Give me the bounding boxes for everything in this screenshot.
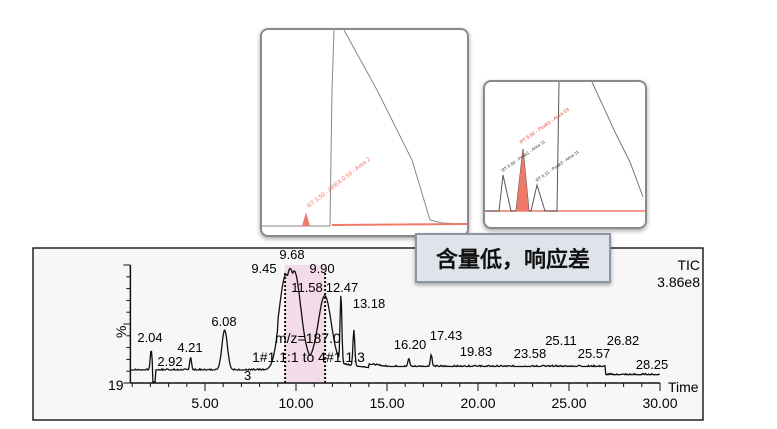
mz-annotation: m/z=187.0	[275, 330, 341, 346]
peak-label: 16.20	[394, 337, 427, 352]
peak-label: 2.92	[157, 354, 182, 369]
peak-label: 2.04	[137, 330, 162, 345]
peak-label: 12.47	[326, 280, 359, 295]
peak-label: 6.08	[211, 314, 236, 329]
peak-label: 17.43	[430, 328, 463, 343]
x-tick-label: 5.00	[191, 395, 218, 411]
callout-box: 含量低，响应差	[415, 233, 611, 283]
x-tick-label: 20.00	[460, 395, 495, 411]
peak-label: 23.58	[514, 346, 547, 361]
peak-label: 9.68	[279, 247, 304, 262]
peak-label: 25.11	[545, 333, 577, 348]
x-tick-label: 25.00	[551, 395, 586, 411]
scan-range-annotation: 1#1.1:1 to 4#1.1:3	[252, 349, 365, 365]
inset-main-peak	[516, 149, 529, 211]
inset-zoom-2: RT 5.50 - Peak1 - Area 11 RT 5.92 - Peak…	[483, 80, 647, 229]
x-axis-label: Time	[668, 379, 699, 395]
trace-label: TIC	[677, 257, 700, 273]
inset-peak	[302, 212, 310, 226]
x-tick-label: 15.00	[369, 395, 404, 411]
inset-peak-label: RT 3.50 - AREA 0.58 - Area 2	[307, 156, 373, 209]
inset-peak2-label: RT 5.92 - Peak2 - Area 23	[519, 107, 571, 146]
peak-label: 19.83	[460, 344, 493, 359]
peak-label: 25.57	[578, 346, 611, 361]
scale-label: 3.86e8	[657, 274, 700, 290]
inset-zoom-1: RT 3.50 - AREA 0.58 - Area 2	[260, 28, 469, 237]
peak-label: 4.21	[177, 340, 202, 355]
y-axis-label: %	[113, 326, 129, 338]
peak-label: 28.25	[636, 357, 669, 372]
tic-trace	[130, 268, 661, 383]
peak-label: 13.18	[353, 296, 386, 311]
annotation-3: 3	[244, 368, 251, 383]
y-min-label: 19	[108, 377, 124, 393]
x-tick-label: 10.00	[278, 395, 313, 411]
x-tick-label: 30.00	[642, 395, 677, 411]
peak-label: 26.82	[607, 333, 640, 348]
peak-label: 9.45	[251, 261, 276, 276]
peak-label: 9.90	[309, 261, 334, 276]
peak-label: 11.58	[291, 280, 323, 295]
